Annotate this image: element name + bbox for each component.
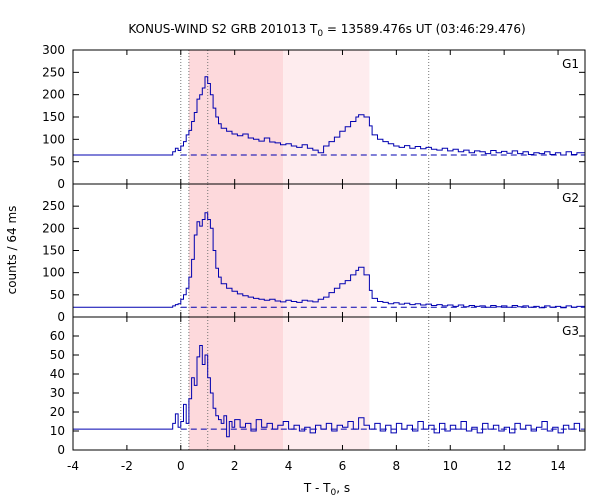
panel-frame: [72, 316, 586, 451]
chart-title: KONUS-WIND S2 GRB 201013 T0 = 13589.476s…: [128, 22, 525, 39]
y-tick-label: 250: [42, 199, 65, 213]
shaded-interval-2: [283, 50, 370, 184]
panel-label: G3: [562, 324, 579, 338]
panels: 0 50 100 150 200 250 300 G1 0 50 100 150 200 250 G2 0 10…: [42, 43, 586, 457]
x-tick-label: 14: [550, 459, 565, 473]
y-tick-label: 200: [42, 221, 65, 235]
panel-label: G2: [562, 191, 579, 205]
y-tick-label: 30: [50, 386, 65, 400]
y-tick-label: 50: [50, 288, 65, 302]
x-tick-label: 12: [497, 459, 512, 473]
y-tick-label: 20: [50, 405, 65, 419]
x-tick-label: -4: [67, 459, 79, 473]
panel-g1: 0 50 100 150 200 250 300 G1: [42, 43, 586, 191]
x-tick-labels: -4 -2 0 2 4 6 8 10 12 14: [67, 459, 566, 473]
y-tick-label: 200: [42, 88, 65, 102]
y-axis-label: counts / 64 ms: [5, 206, 19, 295]
panel-g3: 0 10 20 30 40 50 60 G3: [50, 316, 586, 457]
y-tick-label: 0: [57, 177, 65, 191]
y-tick-label: 60: [50, 329, 65, 343]
x-tick-label: 6: [339, 459, 347, 473]
shaded-interval-2: [283, 184, 370, 317]
x-axis-label: T - T0, s: [303, 481, 350, 498]
x-tick-label: -2: [121, 459, 133, 473]
x-tick-label: 2: [231, 459, 239, 473]
light-curve-g1: [73, 76, 586, 156]
x-tick-label: 10: [443, 459, 458, 473]
light-curve-g2: [73, 212, 586, 309]
y-tick-label: 10: [50, 424, 65, 438]
x-tick-label: 8: [393, 459, 401, 473]
y-tick-label: 50: [50, 348, 65, 362]
shaded-interval-1: [188, 317, 284, 450]
y-tick-label: 150: [42, 244, 65, 258]
panel-label: G1: [562, 57, 579, 71]
y-tick-label: 0: [57, 443, 65, 457]
x-tick-label: 4: [285, 459, 293, 473]
y-tick-label: 150: [42, 110, 65, 124]
y-tick-label: 0: [57, 310, 65, 324]
shaded-interval-2: [283, 317, 370, 450]
x-tick-label: 0: [177, 459, 185, 473]
panel-g2: 0 50 100 150 200 250 G2: [42, 183, 586, 324]
shaded-interval-1: [188, 184, 284, 317]
y-tick-label: 40: [50, 367, 65, 381]
y-tick-label: 50: [50, 155, 65, 169]
y-tick-label: 300: [42, 43, 65, 57]
y-tick-label: 100: [42, 266, 65, 280]
y-tick-label: 100: [42, 132, 65, 146]
shaded-interval-1: [188, 50, 284, 184]
y-tick-label: 250: [42, 65, 65, 79]
light-curve-g3: [73, 345, 586, 438]
